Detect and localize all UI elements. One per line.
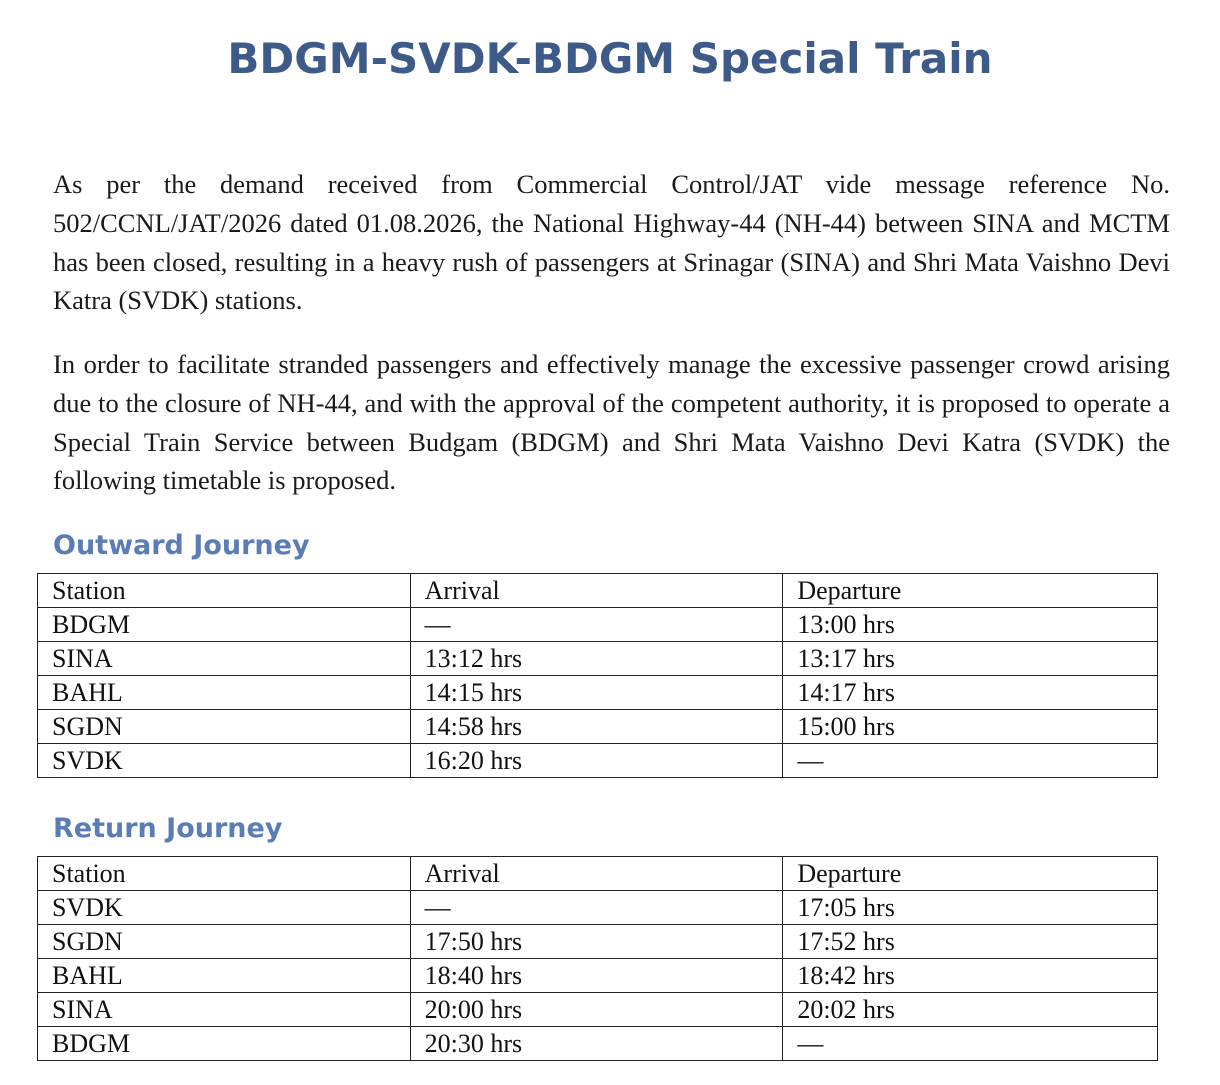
arrival-cell: 13:12 hrs [409, 641, 784, 676]
arrival-cell: 20:30 hrs [409, 1026, 784, 1061]
station-cell: SINA [37, 641, 411, 676]
station-cell: BAHL [37, 958, 411, 993]
column-header-arrival: Arrival [409, 573, 784, 608]
departure-cell: 17:52 hrs [782, 924, 1158, 959]
station-cell: SVDK [37, 743, 411, 778]
arrival-cell: 17:50 hrs [409, 924, 784, 959]
intro-paragraph: As per the demand received from Commerci… [53, 169, 1170, 316]
return-timetable: Station Arrival Departure SVDK — 17:05 h… [37, 856, 1158, 1061]
departure-cell: 17:05 hrs [782, 890, 1158, 925]
departure-cell: 18:42 hrs [782, 958, 1158, 993]
table-row: SVDK — 17:05 hrs [37, 890, 1158, 925]
column-header-departure: Departure [782, 573, 1158, 608]
arrival-cell: 18:40 hrs [409, 958, 784, 993]
arrival-cell: 14:58 hrs [409, 709, 784, 744]
departure-cell: 14:17 hrs [782, 675, 1158, 710]
station-cell: SINA [37, 992, 411, 1027]
arrival-cell: 16:20 hrs [409, 743, 784, 778]
return-journey-heading: Return Journey [53, 813, 283, 844]
station-cell: BDGM [37, 1026, 411, 1061]
departure-cell: — [782, 1026, 1158, 1061]
table-header-row: Station Arrival Departure [37, 573, 1158, 608]
arrival-cell: 20:00 hrs [409, 992, 784, 1027]
station-cell: BAHL [37, 675, 411, 710]
departure-cell: 20:02 hrs [782, 992, 1158, 1027]
outward-journey-heading: Outward Journey [53, 530, 310, 561]
table-row: BDGM — 13:00 hrs [37, 607, 1158, 642]
station-cell: SVDK [37, 890, 411, 925]
station-cell: BDGM [37, 607, 411, 642]
arrival-cell: — [409, 890, 784, 925]
station-cell: SGDN [37, 709, 411, 744]
column-header-arrival: Arrival [409, 856, 784, 891]
departure-cell: — [782, 743, 1158, 778]
document-title: BDGM-SVDK-BDGM Special Train [227, 34, 993, 83]
station-cell: SGDN [37, 924, 411, 959]
table-row: BDGM 20:30 hrs — [37, 1026, 1158, 1061]
arrival-cell: 14:15 hrs [409, 675, 784, 710]
column-header-departure: Departure [782, 856, 1158, 891]
departure-cell: 13:17 hrs [782, 641, 1158, 676]
table-row: SINA 20:00 hrs 20:02 hrs [37, 992, 1158, 1027]
outward-timetable: Station Arrival Departure BDGM — 13:00 h… [37, 573, 1158, 778]
departure-cell: 13:00 hrs [782, 607, 1158, 642]
table-row: BAHL 14:15 hrs 14:17 hrs [37, 675, 1158, 710]
column-header-station: Station [37, 573, 411, 608]
arrival-cell: — [409, 607, 784, 642]
departure-cell: 15:00 hrs [782, 709, 1158, 744]
table-row: BAHL 18:40 hrs 18:42 hrs [37, 958, 1158, 993]
proposal-paragraph: In order to facilitate stranded passenge… [53, 349, 1170, 496]
table-row: SGDN 17:50 hrs 17:52 hrs [37, 924, 1158, 959]
table-header-row: Station Arrival Departure [37, 856, 1158, 891]
table-row: SGDN 14:58 hrs 15:00 hrs [37, 709, 1158, 744]
table-row: SVDK 16:20 hrs — [37, 743, 1158, 778]
column-header-station: Station [37, 856, 411, 891]
table-row: SINA 13:12 hrs 13:17 hrs [37, 641, 1158, 676]
